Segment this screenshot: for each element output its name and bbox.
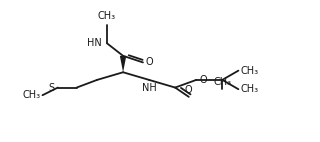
Text: CH₃: CH₃	[241, 84, 259, 94]
Text: O: O	[185, 85, 193, 95]
Text: NH: NH	[142, 83, 156, 93]
Text: O: O	[146, 57, 154, 67]
Text: CH₃: CH₃	[213, 77, 231, 87]
Text: S: S	[49, 83, 55, 93]
Polygon shape	[120, 56, 126, 72]
Text: CH₃: CH₃	[98, 11, 116, 21]
Text: CH₃: CH₃	[241, 66, 259, 76]
Text: HN: HN	[87, 38, 102, 48]
Text: O: O	[199, 75, 207, 85]
Text: CH₃: CH₃	[22, 90, 41, 100]
